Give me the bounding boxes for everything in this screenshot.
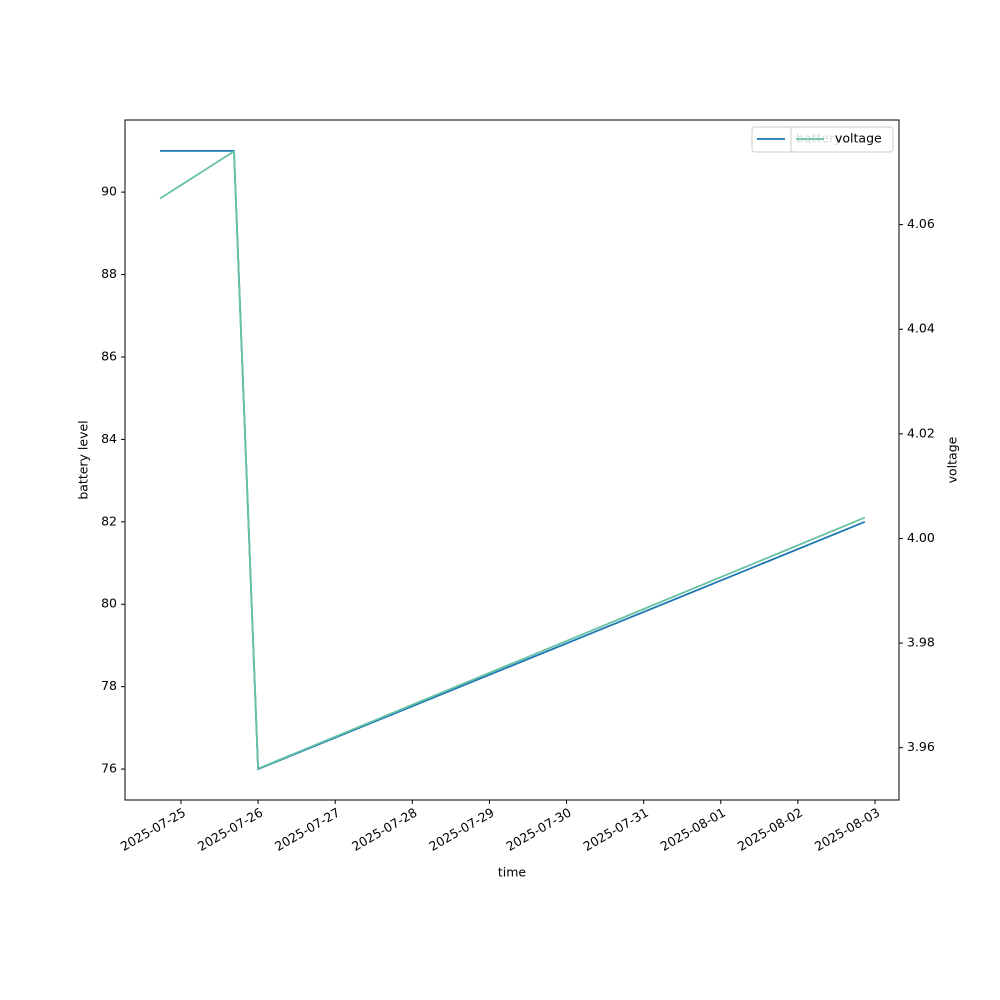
series-line [160, 150, 866, 771]
x-axis-label: time [498, 865, 527, 880]
x-tick-label: 2025-08-01 [658, 805, 728, 854]
y-tick-label: 84 [101, 431, 117, 446]
y-tick-label: 80 [101, 596, 117, 611]
legend-box [790, 126, 894, 153]
y-tick-label: 88 [101, 266, 117, 281]
y2-tick-label: 4.00 [907, 530, 935, 545]
x-tick-label: 2025-08-03 [812, 805, 882, 854]
x-tick-label: 2025-07-25 [118, 805, 188, 854]
y-tick-label: 86 [101, 348, 117, 363]
y-tick-label: 82 [101, 513, 117, 528]
x-tick-label: 2025-08-02 [735, 805, 805, 854]
y2-axis-label: voltage [945, 436, 960, 483]
y-tick-label: 78 [101, 678, 117, 693]
y-tick-label: 90 [101, 184, 117, 199]
y2-tick-label: 3.98 [907, 635, 935, 650]
series-line [159, 149, 866, 770]
x-tick-label: 2025-07-29 [426, 805, 496, 854]
legend-label: voltage [835, 131, 882, 146]
y-tick-label: 76 [101, 761, 117, 776]
y-axis-label: battery level [76, 420, 91, 499]
x-tick-label: 2025-07-26 [195, 805, 265, 854]
x-tick-label: 2025-07-30 [503, 805, 573, 854]
x-tick-label: 2025-07-27 [272, 805, 342, 854]
y2-tick-label: 4.02 [907, 425, 935, 440]
y2-tick-label: 3.96 [907, 739, 935, 754]
x-tick-label: 2025-07-28 [349, 805, 419, 854]
x-tick-label: 2025-07-31 [580, 805, 650, 854]
plot-frame [124, 119, 900, 801]
y2-tick-label: 4.04 [907, 321, 935, 336]
y2-tick-label: 4.06 [907, 216, 935, 231]
